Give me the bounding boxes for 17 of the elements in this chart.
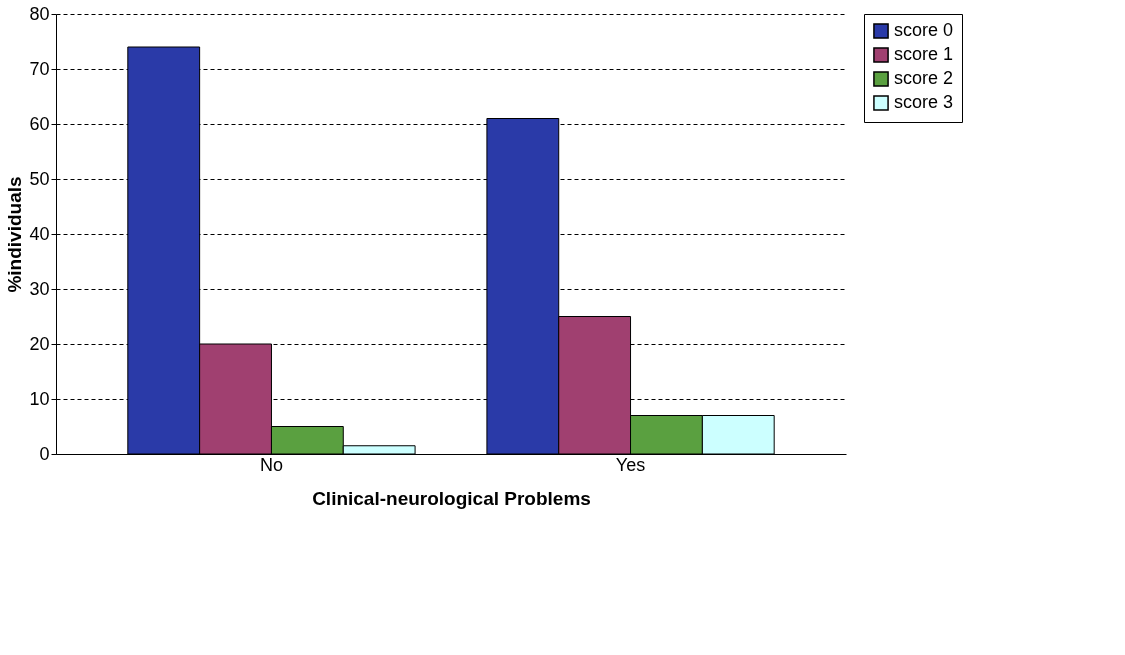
legend-label: score 0 (894, 20, 954, 40)
y-tick-label: 0 (39, 443, 50, 464)
y-tick-label: 50 (29, 168, 50, 189)
y-tick-label: 40 (29, 223, 50, 244)
y-tick-label: 70 (29, 58, 50, 79)
y-tick-label: 80 (29, 3, 50, 24)
y-tick-label: 60 (29, 113, 50, 134)
x-tick-label: No (259, 454, 283, 475)
y-tick-label: 10 (29, 388, 50, 409)
x-tick-label: Yes (615, 454, 646, 475)
y-tick-label: 30 (29, 278, 50, 299)
legend-label: score 1 (894, 44, 954, 64)
legend-label: score 2 (894, 68, 954, 88)
x-axis-title: Clinical-neurological Problems (312, 487, 591, 509)
y-axis-title: %individuals (4, 176, 26, 293)
legend-label: score 3 (894, 92, 954, 112)
y-tick-label: 20 (29, 333, 50, 354)
